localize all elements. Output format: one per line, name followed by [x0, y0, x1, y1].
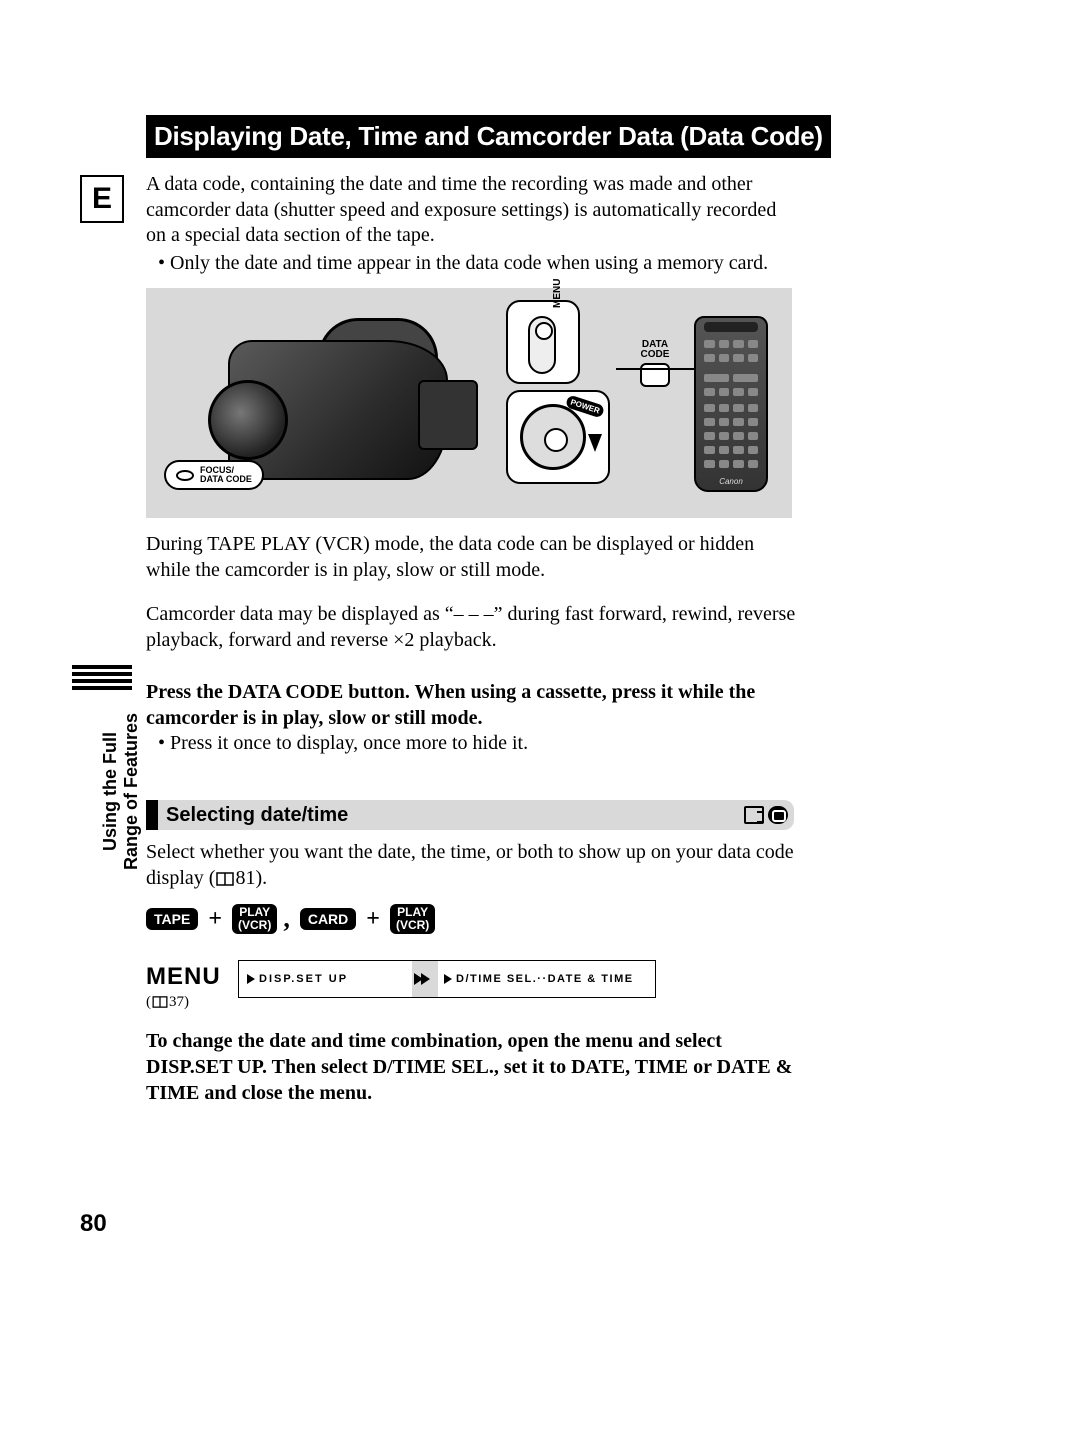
intro-bullet: Only the date and time appear in the dat… — [158, 252, 808, 275]
menu-navigation-row: MENU (37) DISP.SET UP D/TIME SEL.··DATE … — [146, 960, 636, 1002]
select-datetime-paragraph: Select whether you want the date, the ti… — [146, 840, 796, 891]
subheading-media-icons — [738, 800, 794, 830]
power-dial-callout: POWER — [506, 390, 610, 484]
card-icon — [768, 806, 788, 824]
language-badge: E — [80, 175, 124, 223]
side-tab-label: Using the Full Range of Features — [100, 713, 141, 870]
double-triangle-right-icon — [421, 973, 430, 985]
menu-page-ref: (37) — [146, 994, 189, 1011]
menu-step-2: D/TIME SEL.··DATE & TIME — [438, 960, 656, 998]
triangle-right-icon-2 — [444, 974, 452, 984]
press-once-bullet: Press it once to display, once more to h… — [158, 732, 798, 755]
vcr-label-2: (VCR) — [396, 918, 429, 932]
arrow-down-icon — [588, 434, 602, 452]
intro-paragraph: A data code, containing the date and tim… — [146, 172, 796, 249]
menu-step-1-label: DISP.SET UP — [259, 973, 348, 985]
menu-step-1: DISP.SET UP — [238, 960, 412, 998]
button-oval-icon — [176, 470, 194, 481]
menu-label: MENU — [552, 279, 563, 308]
select-para-b: 81). — [235, 867, 267, 889]
menu-arrow-divider — [412, 960, 438, 998]
subheading-black-bar — [146, 800, 158, 830]
datacode-callout: DATA CODE — [612, 340, 698, 387]
play-vcr-chip-1: PLAY (VCR) — [232, 904, 277, 933]
change-combination-instruction: To change the date and time combination,… — [146, 1028, 796, 1106]
remote-control-illustration: Canon — [694, 316, 768, 492]
card-chip: CARD — [300, 908, 356, 930]
menu-word: MENU — [146, 963, 221, 991]
ref-open: ( — [146, 994, 151, 1010]
focus-datacode-callout: FOCUS/ DATA CODE — [164, 460, 264, 490]
plus-sign-2: + — [366, 906, 380, 933]
vcr-mode-paragraph: During TAPE PLAY (VCR) mode, the data co… — [146, 532, 796, 583]
datacode-button-icon — [640, 363, 670, 387]
page-ref-icon-2 — [152, 996, 168, 1008]
diagram-panel: FOCUS/ DATA CODE MENU POWER DATA CODE Ca… — [146, 288, 792, 518]
ref-page: 37) — [169, 994, 189, 1010]
menu-button-callout: MENU — [506, 300, 580, 384]
leader-line — [616, 368, 694, 370]
subheading-row: Selecting date/time — [146, 800, 794, 830]
focus-datacode-label: FOCUS/ DATA CODE — [200, 466, 252, 485]
tape-chip: TAPE — [146, 908, 198, 930]
menu-step-2-label: D/TIME SEL.··DATE & TIME — [456, 973, 634, 985]
tape-icon — [744, 806, 764, 824]
press-datacode-instruction: Press the DATA CODE button. When using a… — [146, 680, 796, 731]
datacode-label: DATA CODE — [612, 340, 698, 360]
page-number: 80 — [80, 1210, 107, 1238]
page-title: Displaying Date, Time and Camcorder Data… — [146, 115, 831, 158]
mode-chips-row: TAPE + PLAY (VCR) , CARD + PLAY (VCR) — [146, 904, 435, 934]
vcr-label: (VCR) — [238, 918, 271, 932]
plus-sign: + — [208, 906, 222, 933]
play-vcr-chip-2: PLAY (VCR) — [390, 904, 435, 933]
triangle-right-icon — [247, 974, 255, 984]
dashes-paragraph: Camcorder data may be displayed as “– – … — [146, 602, 796, 653]
comma: , — [283, 904, 290, 934]
page-ref-icon — [216, 872, 234, 886]
subheading-text: Selecting date/time — [158, 800, 738, 830]
section-marker-bars — [72, 665, 132, 693]
remote-brand: Canon — [696, 477, 766, 486]
